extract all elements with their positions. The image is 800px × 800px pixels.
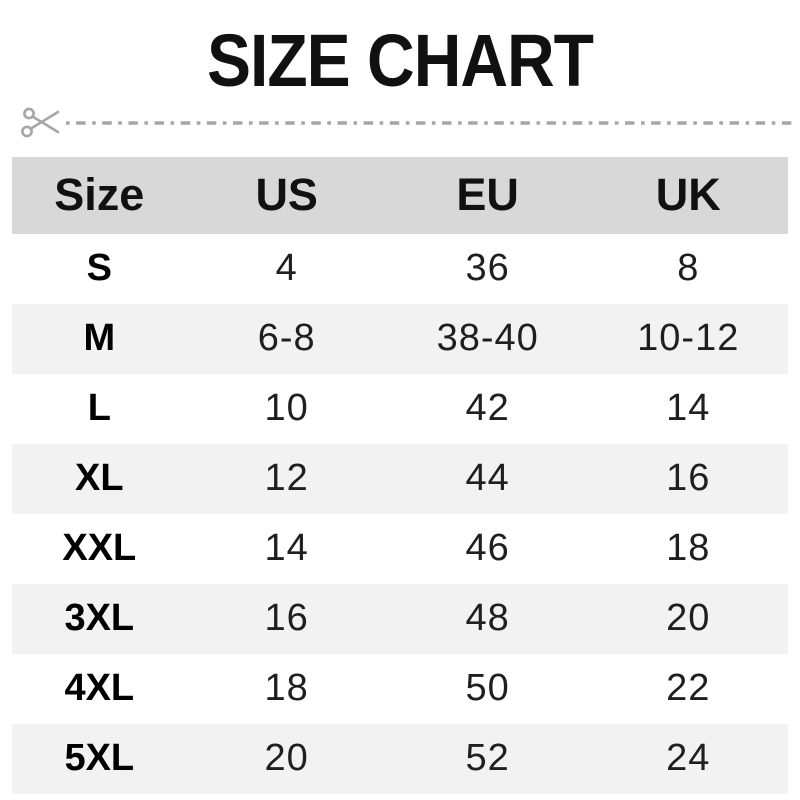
us-value: 4 (275, 247, 298, 290)
size-label: 3XL (64, 597, 135, 640)
page-title: SIZE CHART (207, 18, 594, 102)
cut-line (20, 101, 792, 145)
size-label: S (86, 247, 112, 290)
us-value: 12 (264, 457, 309, 500)
table-row: 5XL 20 52 24 (12, 723, 788, 794)
table-row: 3XL 16 48 20 (12, 583, 788, 654)
uk-value: 8 (677, 247, 700, 290)
size-label: M (83, 317, 116, 360)
table-row: L 10 42 14 (12, 373, 788, 444)
table-row: XL 12 44 16 (12, 443, 788, 514)
us-value: 20 (264, 737, 309, 780)
size-label: L (87, 387, 111, 430)
uk-value: 10-12 (637, 317, 740, 360)
eu-value: 50 (465, 667, 510, 710)
size-chart-table: Size US EU UK S 4 36 8 M 6-8 38-40 10-12… (12, 156, 788, 794)
eu-value: 42 (465, 387, 510, 430)
uk-value: 18 (666, 527, 711, 570)
uk-value: 16 (666, 457, 711, 500)
us-value: 16 (264, 597, 309, 640)
uk-value: 14 (666, 387, 711, 430)
us-value: 14 (264, 527, 309, 570)
eu-value: 52 (465, 737, 510, 780)
table-row: XXL 14 46 18 (12, 513, 788, 584)
table-body: S 4 36 8 M 6-8 38-40 10-12 L 10 42 14 XL… (12, 233, 788, 794)
us-value: 10 (264, 387, 309, 430)
column-header-us: US (255, 169, 318, 221)
column-header-uk: UK (655, 169, 721, 221)
column-header-eu: EU (456, 169, 519, 221)
eu-value: 46 (465, 527, 510, 570)
eu-value: 36 (465, 247, 510, 290)
uk-value: 20 (666, 597, 711, 640)
eu-value: 48 (465, 597, 510, 640)
size-label: XL (75, 457, 124, 500)
us-value: 6-8 (257, 317, 316, 360)
size-label: XXL (62, 527, 137, 570)
table-row: M 6-8 38-40 10-12 (12, 303, 788, 374)
dashed-cut-line (66, 120, 792, 125)
eu-value: 44 (465, 457, 510, 500)
scissors-icon (21, 107, 60, 137)
uk-value: 22 (666, 667, 711, 710)
us-value: 18 (264, 667, 309, 710)
size-label: 5XL (64, 737, 135, 780)
table-row: S 4 36 8 (12, 233, 788, 304)
column-header-size: Size (54, 169, 145, 221)
eu-value: 38-40 (436, 317, 539, 360)
uk-value: 24 (666, 737, 711, 780)
size-label: 4XL (64, 667, 135, 710)
table-header-row: Size US EU UK (12, 156, 788, 234)
table-row: 4XL 18 50 22 (12, 653, 788, 724)
